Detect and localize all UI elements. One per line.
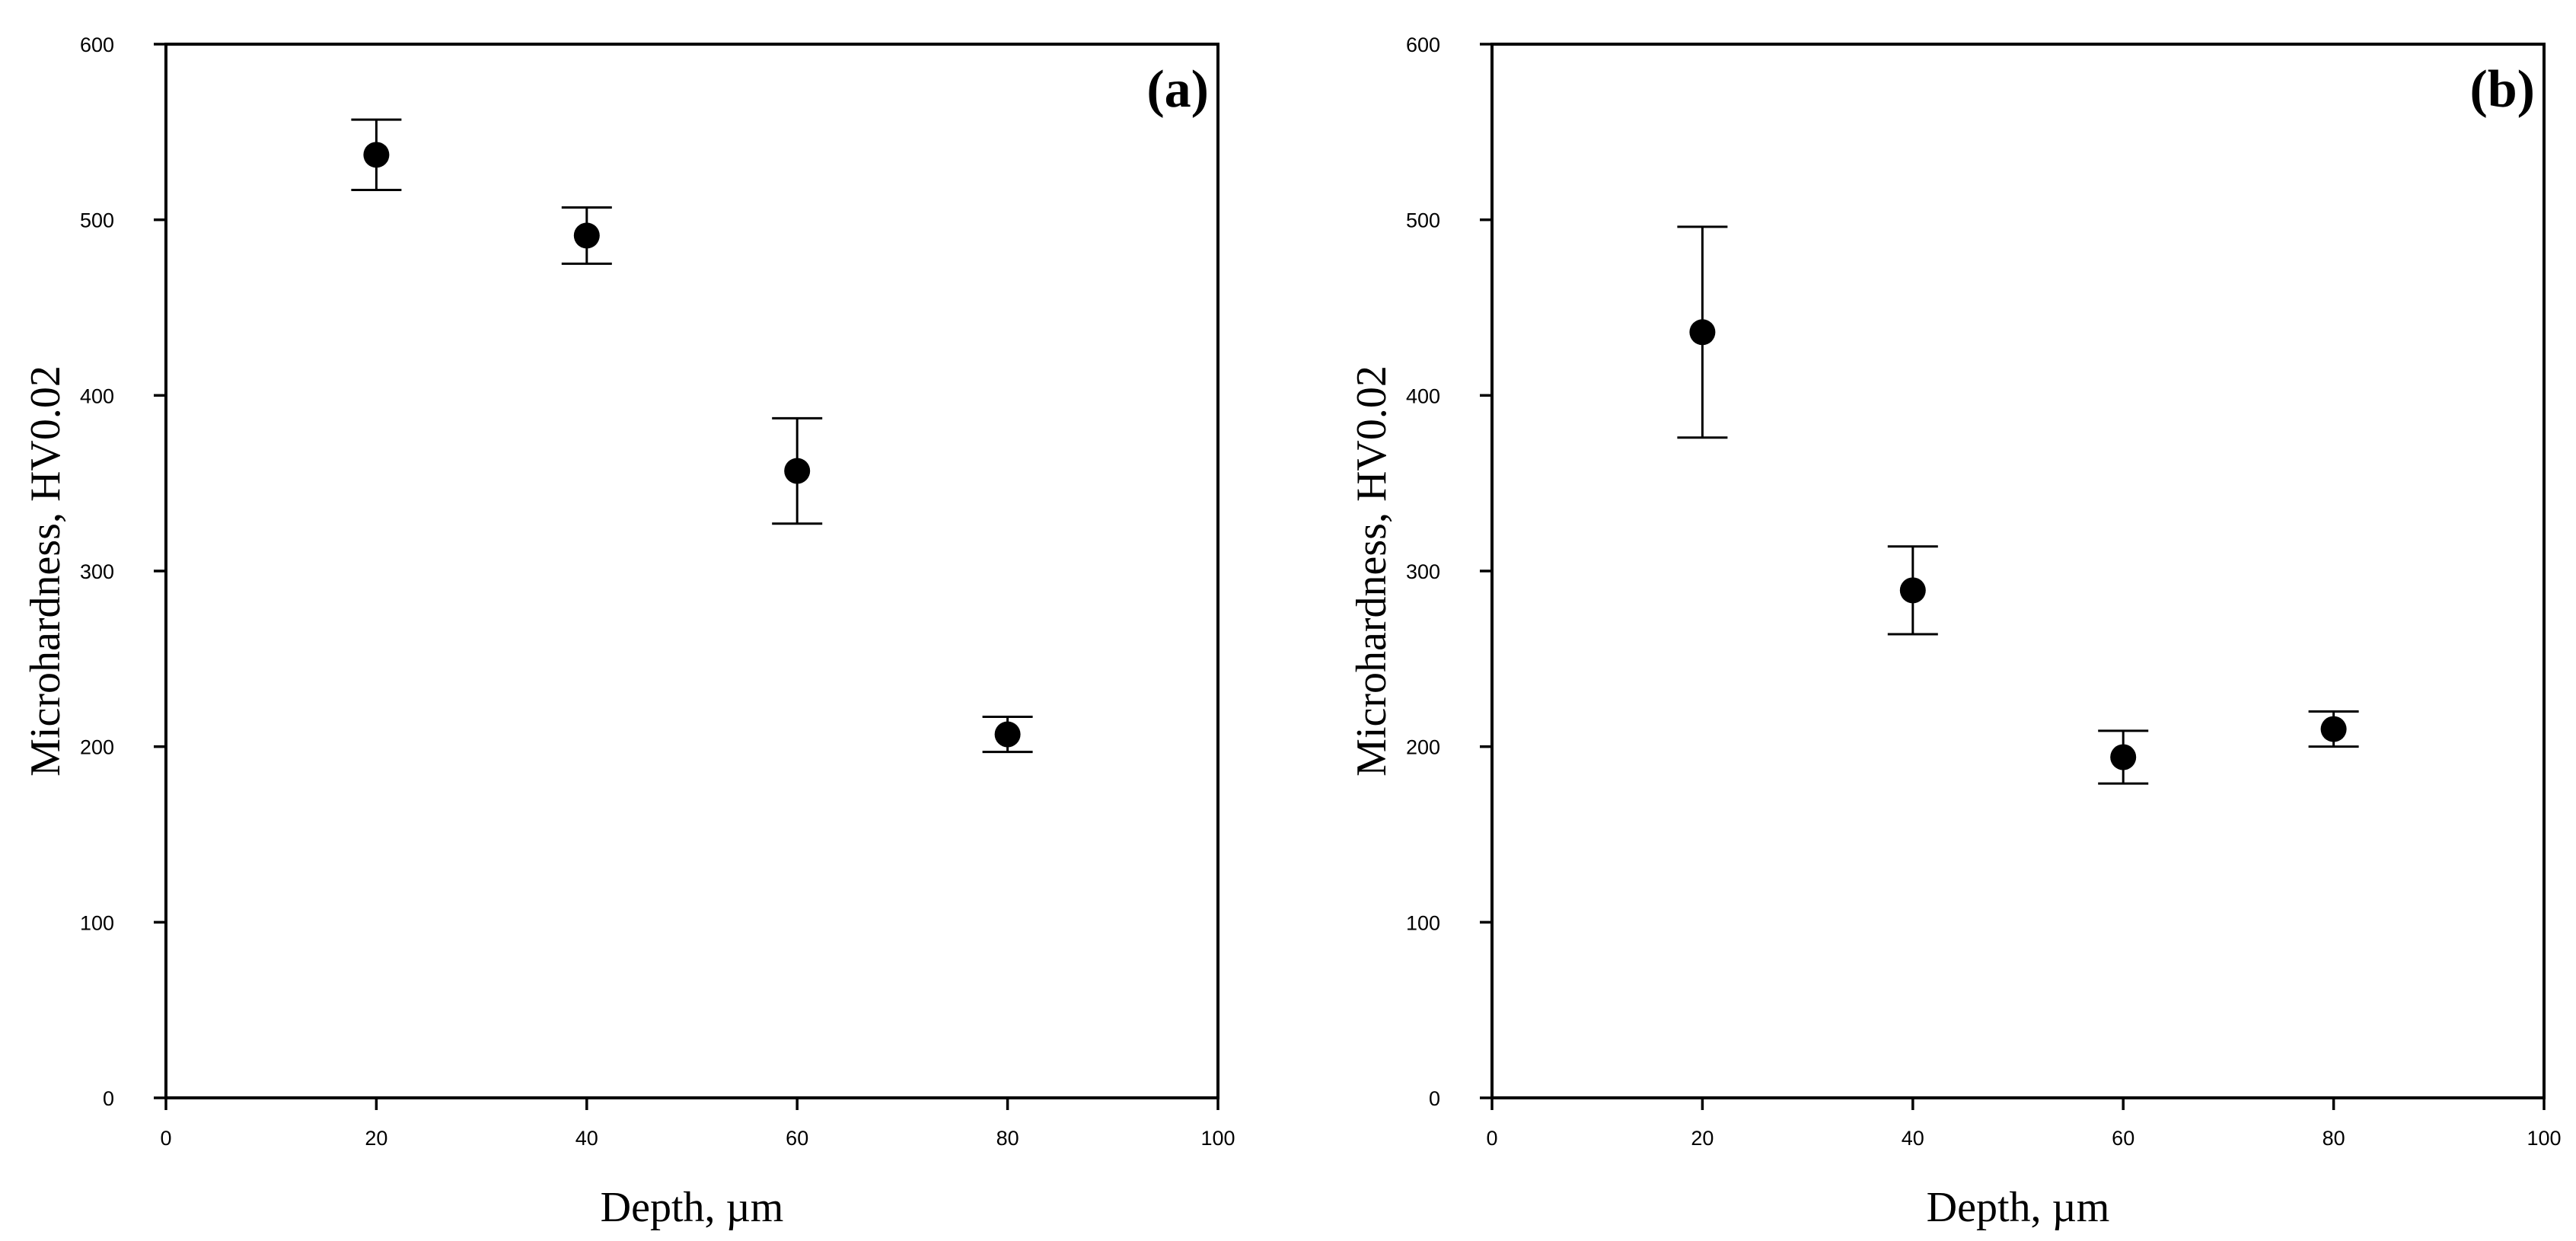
y-axis-label: Microhardness, HV0.02 — [1348, 365, 1395, 777]
data-point — [1689, 319, 1716, 346]
y-tick-label: 200 — [1406, 736, 1440, 759]
data-point — [784, 458, 811, 484]
x-tick-label: 80 — [996, 1127, 1019, 1150]
y-tick-label: 500 — [1406, 209, 1440, 232]
data-point — [2110, 744, 2137, 770]
x-tick-label: 20 — [365, 1127, 387, 1150]
data-point — [2320, 716, 2347, 742]
data-point — [363, 142, 390, 168]
y-tick-label: 100 — [80, 911, 114, 934]
x-tick-label: 40 — [575, 1127, 598, 1150]
y-tick-label: 0 — [103, 1087, 114, 1110]
y-tick-label: 100 — [1406, 911, 1440, 934]
x-tick-label: 60 — [786, 1127, 808, 1150]
x-axis-label: Depth, µm — [601, 1184, 784, 1231]
x-tick-label: 40 — [1902, 1127, 1924, 1150]
plot-frame — [164, 43, 1219, 1099]
x-tick-label: 60 — [2112, 1127, 2134, 1150]
x-tick-label: 100 — [2527, 1127, 2561, 1150]
data-point — [1899, 577, 1926, 604]
y-tick-label: 200 — [80, 736, 114, 759]
x-tick-label: 0 — [1486, 1127, 1497, 1150]
panel-a: 0 20 40 60 80 100 0 100 200 300 400 500 600 Depth, µm… — [22, 33, 1235, 1231]
panel-b: 0 20 40 60 80 100 0 100 200 300 400 500 600 Depth, µm… — [1348, 33, 2562, 1231]
x-tick-label: 100 — [1200, 1127, 1235, 1150]
y-tick-label: 300 — [1406, 560, 1440, 583]
y-tick-label: 600 — [1406, 33, 1440, 56]
y-tick-label: 0 — [1429, 1087, 1440, 1110]
panel-label: (b) — [2469, 60, 2535, 119]
y-tick-label: 400 — [80, 384, 114, 407]
x-axis-label: Depth, µm — [1927, 1184, 2110, 1231]
panel-label: (a) — [1146, 60, 1209, 119]
plot-frame — [1490, 43, 2546, 1099]
data-point — [994, 721, 1021, 748]
y-tick-label: 400 — [1406, 384, 1440, 407]
x-tick-label: 0 — [160, 1127, 171, 1150]
y-tick-label: 300 — [80, 560, 114, 583]
data-point — [573, 222, 600, 249]
y-tick-label: 600 — [80, 33, 114, 56]
x-tick-label: 20 — [1691, 1127, 1714, 1150]
y-tick-label: 500 — [80, 209, 114, 232]
x-tick-label: 80 — [2323, 1127, 2345, 1150]
y-axis-label: Microhardness, HV0.02 — [22, 365, 69, 777]
